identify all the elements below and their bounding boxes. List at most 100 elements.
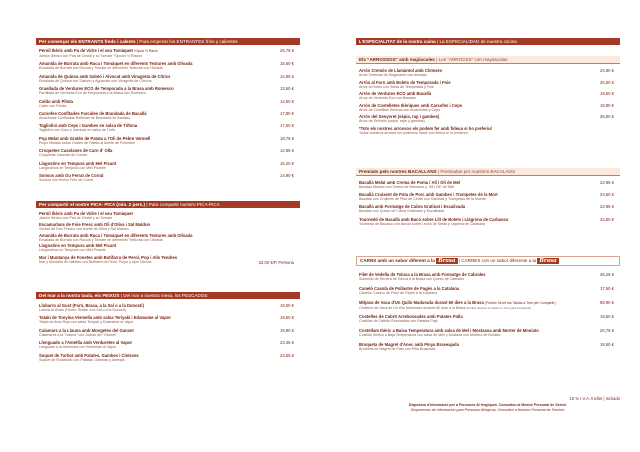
menu-item: Amanida de Quinoa amb Salmó i Alvocat am… [36, 74, 300, 83]
dish-name: Broqueta de Magret d'Ànec amb Pinya Bras… [359, 341, 459, 347]
menu-item: Llenguado a l'Ametlla amb Verduretes al … [36, 340, 300, 349]
dish-name: Llobarro al Gust (Forn, Brasa, a la Sal … [39, 303, 144, 308]
dish-name: Tournedó de Bacallà amb Bacó sobre Llit … [359, 216, 509, 222]
dish-name: Caldo amb Pilota [39, 98, 73, 104]
dish-description: Jamón Ibérico con Pan de Cristal y su To… [39, 54, 143, 58]
menu-item: Tagliolini amb Ceps i Gambes en salsa de… [36, 123, 300, 132]
dish-description: Arroz de Costillitas Ibéricas con Alcach… [359, 107, 440, 112]
dish-price: 25,75 € [280, 48, 294, 53]
menu-item: Filet de Vedella de Toluxa a la Brasa am… [356, 272, 620, 281]
menu-item: Amanida de Burrata amb Ruca i Tomàquet e… [36, 233, 300, 242]
dish-price: 22,00 €/P. Persona [258, 259, 294, 265]
menu-item: Costelles de Cabrit Arrebossades amb Pat… [356, 314, 620, 323]
menu-item: Escamarlans de Foie Fresc amb Oli d'Oliv… [36, 222, 300, 231]
dish-price: 19,50 € [280, 315, 294, 321]
dish-price: 26,25 € [600, 272, 614, 277]
dish-description: Ensalada de Burrata con Rúcula y Tomate … [39, 237, 163, 242]
menu-item: Graellada de Verdures ECO de Temporada a… [36, 86, 300, 95]
menu-page-left: Per començar els ENTRANTS freds i calent… [36, 38, 300, 362]
dish-description: Langostinos en Tempura con Miel Picante [39, 165, 106, 170]
dish-name: Arròs del Senyoret (sèpia, rap i gambes) [359, 114, 440, 120]
dish-price: 14,85 € [280, 148, 294, 154]
dish-description: Virutas de Foie Fresco con Aceite de Oli… [39, 226, 129, 231]
dish-note: (Pedido Sevicio Cortado en Tres para Com… [466, 305, 532, 310]
menu-item: Suquet de Turbot amb Patates, Gambes i C… [36, 353, 300, 362]
menu-item: Calamars a la Llauna amb Mongetes del Ga… [36, 328, 300, 337]
dish-price: 17,50 € [600, 285, 614, 291]
menu-item: Arròs del Senyoret (sèpia, rap i gambes)… [356, 114, 620, 123]
dish-name: Sonsos amb Ou Ferrat de Corral [39, 172, 104, 178]
dish-description: Solomillo de Ternera de Toluxa a la Bras… [359, 277, 464, 281]
menu-item: Arròs Cremós de Llamàntol amb Cloïsses Ar… [356, 68, 620, 77]
menu-page-right: L'ESPECIALITAT de la nostra cuina | La E… [320, 0, 640, 452]
dish-name: Pop Melat amb Gratén de Patata a l'Oli d… [39, 135, 151, 141]
dish-description: Parrillada de Verduras Eco de Temporada … [39, 91, 146, 96]
dish-description: Arroz al Horno con Setas de Temporada y … [359, 84, 434, 89]
dish-price: 17,80 € [280, 110, 294, 116]
dish-description: Arroz Cremoso de Bogavante con Almejas [359, 73, 427, 77]
iva-note: 10 % I.V.A. Inclòs | Incluido [569, 396, 620, 401]
dish-name: Graellada de Verdures ECO de Temporada a… [39, 86, 174, 92]
arrossos-section: Els "ARROSSOS" amb majúscules | Los "ARR… [356, 56, 620, 135]
dish-name: Arròs Cremós de Llamàntol amb Cloïsses [359, 68, 443, 73]
dish-name: Bacallà amb Formatge de Cabra Gratinat i… [359, 204, 466, 210]
menu-item: Sonsos amb Ou Ferrat de Corral Sonsos con… [36, 173, 300, 182]
dish-description: Ensalada de Burrata con Rúcula y Tomate … [39, 66, 163, 71]
menu-item: Canelò Casolà de Pollastre de Pagès a la… [356, 286, 620, 295]
dish-price: 22,95 € [600, 180, 614, 185]
dish-name: Calamars a la Llauna amb Mongetes del Ga… [39, 327, 134, 333]
dish-price: 23,50 € [600, 192, 614, 198]
peixos-header: Del mar a la nostra taula, els PEIXOS | … [36, 292, 300, 299]
dish-name: Llagostins en Tempura amb Mel Picant [39, 243, 117, 249]
dish-name: Amanida de Quinoa amb Salmó i Alvocat am… [39, 73, 171, 79]
dish-price: 69,90 € [600, 299, 614, 305]
dish-description: Lenguado a la Almendra con Verduritas al… [39, 345, 117, 350]
dish-name: Pernil Ibèric amb Pa de Vidre i el seu T… [39, 211, 133, 216]
dish-description: Tournedó de Bacalao con Bacon sobre Lech… [359, 221, 485, 226]
dish-name: Arròs al Forn amb Bolets de Temporada i … [359, 79, 451, 85]
dish-name: Bacallà Cruixent de Pota de Porc amb Gam… [359, 192, 498, 198]
dish-price: 18,75 € [280, 135, 294, 141]
dish-description: Ensalada de Quinoa con Salmón y Aguacate… [39, 78, 152, 83]
especialitat-header: L'ESPECIALITAT de la nostra cuina | La E… [356, 38, 620, 45]
dish-description: Canelón Casero de Pollo de Payés a la Ca… [359, 290, 438, 295]
menu-item: Llagostins en Tempura amb Mel Picant Lang… [36, 161, 300, 170]
dish-description: Calamares a la "Llauna" con Judías del "… [39, 332, 117, 337]
dish-name: Bacallà Melat amb Crema de Poma / All i … [359, 180, 461, 185]
menu-item: Costellam Ibèric a Baixa Temperatura amb… [356, 328, 620, 337]
dish-description: Bacalao con Crujiente de Pies de Cerdo c… [359, 197, 487, 202]
menu-item: Bacallà Melat amb Crema de Poma / All i … [356, 180, 620, 189]
dish-description: Suquet de Rodaballo con Patatas, Gambas … [39, 357, 125, 362]
dish-description: Bacalao con Queso de Cabra Gratinado y E… [359, 209, 445, 214]
arrossos-note: *Tots els nostres arrossos els podem fer… [359, 125, 492, 135]
dish-name: Suquet de Turbot amb Patates, Gambes i C… [39, 352, 139, 358]
dish-name: Llagostins en Tempura amb Mel Picant [39, 160, 117, 166]
menu-item: Pernil Ibèric amb Pa de Vidre i el seu T… [36, 211, 300, 220]
dish-description: Chuletón de Vaca de Un Kilo Madurado dur… [359, 305, 532, 310]
menu-item: Llobarro al Gust (Forn, Brasa, a la Sal … [36, 303, 300, 312]
dish-name: Escamarlans de Foie Fresc amb Oli d'Oliv… [39, 221, 151, 227]
entrants-section: Per començar els ENTRANTS freds i calent… [36, 38, 300, 185]
allergen-note-es: Disponemos de Información para Personas … [410, 408, 566, 412]
menu-item: Carxofes Confitades Farcides de Brandada… [36, 111, 300, 120]
allergen-note-ca: Disposem d'Informació per a Persones Al·… [408, 403, 568, 407]
dish-description: Langostinos en Tempura con Miel Picante [39, 248, 106, 253]
dish-description: Sonsos con Huevo Frito de Corral [39, 177, 94, 182]
brasa-logo: Brasa [537, 258, 559, 264]
bacalla-section: Premiats pels nostres BACALLANS | Premia… [356, 168, 620, 229]
dish-price: 19,90 € [280, 327, 294, 333]
picapica-header: Per compartir el nostre PICA- PICA (min.… [36, 201, 300, 208]
menu-item: Broqueta de Magret d'Ànec amb Pinya Bras… [356, 342, 620, 351]
dish-description: Jamón Ibérico con Pan de Cristal y su To… [39, 216, 113, 220]
dish-name: Mar i Muntanya de Fonetes amb Botifarra … [39, 254, 178, 260]
dish-price: 12,50 € [280, 98, 294, 104]
menu-item: Llagostins en Tempura amb Mel Picant Lang… [36, 243, 300, 252]
carns-header: CARNS amb un sabor diferent a la Brasa |… [356, 256, 620, 266]
menu-item: Bacallà Cruixent de Pota de Porc amb Gam… [356, 192, 620, 201]
dish-price: 20,50 € [600, 79, 614, 85]
dish-price: 25,90 € [600, 114, 614, 120]
menu-item: Caldo amb Pilota Caldo con Pelota 12,50 € [36, 99, 300, 108]
dish-price: 24,80 € [600, 68, 614, 73]
dish-price: 19,50 € [280, 303, 294, 308]
dish-name: Amanida de Burrata amb Ruca i Tomàquet e… [39, 61, 193, 67]
